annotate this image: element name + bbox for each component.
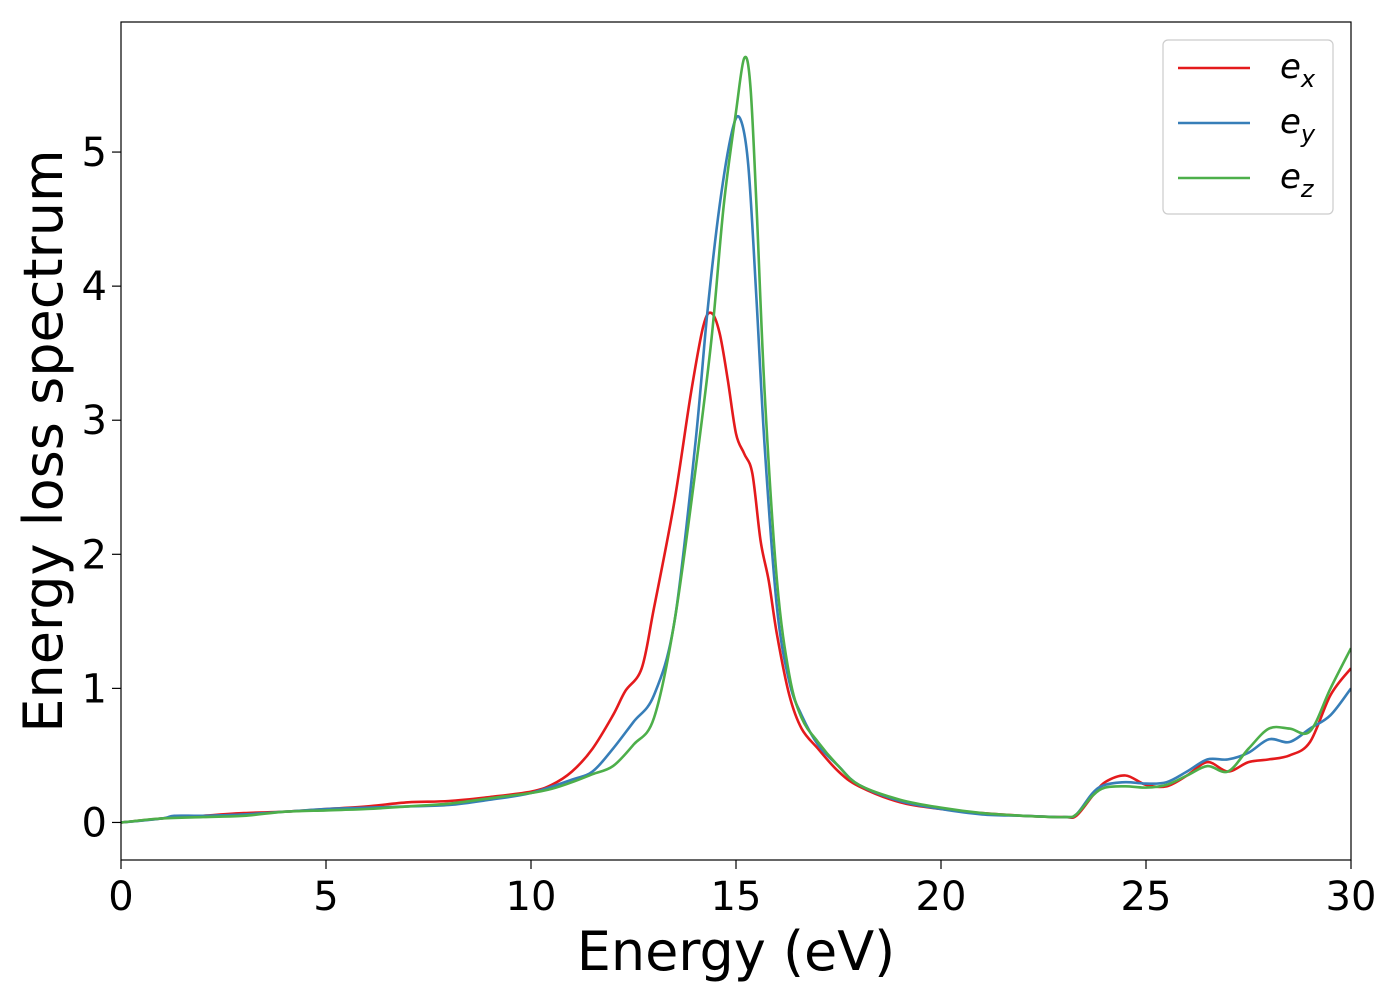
y-tick-label: 2	[82, 532, 107, 578]
legend-label-z: ez	[1280, 157, 1315, 203]
legend-box	[1162, 39, 1334, 215]
x-tick-label: 25	[1121, 874, 1172, 920]
legend-label-y: ey	[1280, 102, 1316, 148]
x-tick-label: 5	[313, 874, 338, 920]
series-lines	[121, 55, 1351, 824]
x-tick-label: 0	[108, 874, 133, 920]
y-axis: 0 1 2 3 4 5	[82, 130, 121, 846]
x-axis: 0 5 10 15 20 25 30	[108, 860, 1376, 920]
y-tick-label: 5	[82, 130, 107, 176]
x-tick-label: 30	[1326, 874, 1377, 920]
legend-label-x: ex	[1280, 47, 1316, 93]
legend: ex ey ez	[1162, 39, 1334, 215]
y-tick-label: 3	[82, 398, 107, 444]
y-tick-label: 4	[82, 264, 107, 310]
y-tick-label: 1	[82, 666, 107, 712]
x-tick-label: 15	[711, 874, 762, 920]
x-tick-label: 10	[506, 874, 557, 920]
y-axis-label: Energy loss spectrum	[12, 149, 75, 732]
series-line-e-y	[121, 114, 1351, 824]
x-axis-label: Energy (eV)	[577, 920, 896, 983]
x-tick-label: 20	[916, 874, 967, 920]
y-tick-label: 0	[82, 800, 107, 846]
series-line-e-x	[121, 311, 1351, 824]
series-line-e-z	[121, 55, 1351, 824]
